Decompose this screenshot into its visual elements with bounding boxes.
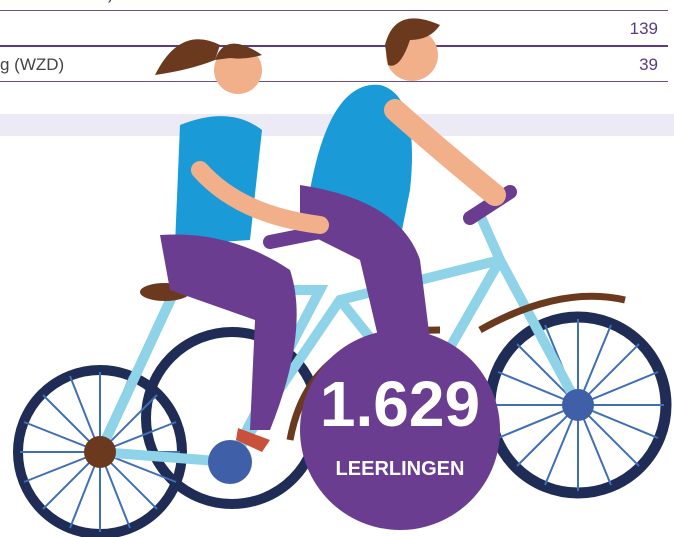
- page: ) 139 g (WZD) 39: [0, 0, 674, 537]
- illustration: 1.629 LEERLINGEN: [0, 0, 674, 537]
- badge-number: 1.629: [320, 368, 480, 440]
- badge-caption: LEERLINGEN: [336, 458, 465, 480]
